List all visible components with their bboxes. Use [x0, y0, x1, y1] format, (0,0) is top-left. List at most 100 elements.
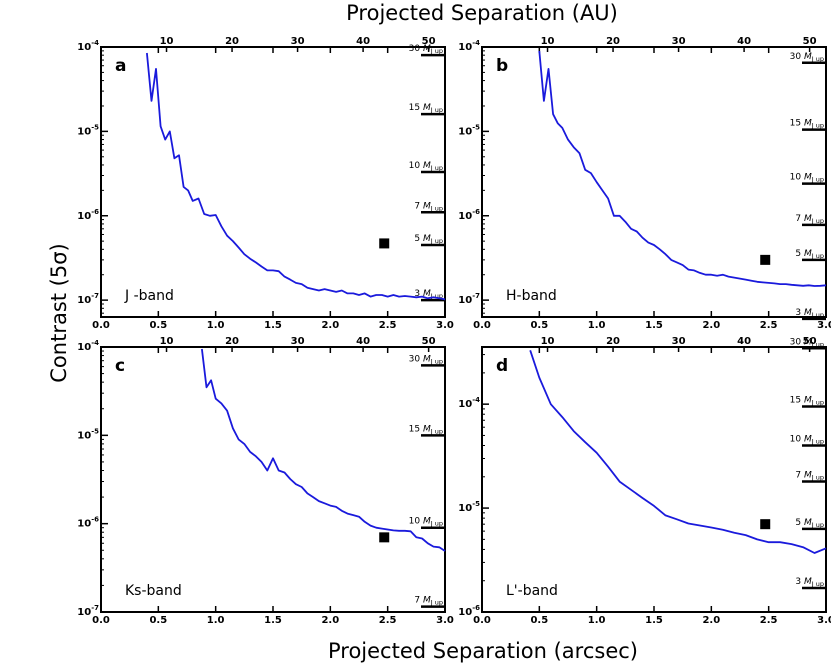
- mass-subscript: J up: [811, 252, 824, 260]
- y-tick-label: 10-4: [458, 396, 480, 410]
- x-tick-label: 1.0: [588, 320, 606, 331]
- mass-subscript: J up: [430, 357, 443, 365]
- y-tick-exponent: -7: [472, 292, 480, 300]
- top-tick-label: 40: [356, 336, 370, 347]
- top-tick-label: 50: [422, 336, 436, 347]
- panel-letter: b: [496, 56, 508, 76]
- mass-symbol: M: [804, 395, 812, 405]
- mass-label-7: 7 MJ up: [414, 596, 443, 607]
- contrast-curve: [529, 350, 827, 554]
- x-tick-label: 0.0: [473, 320, 491, 331]
- mass-symbol: M: [804, 435, 812, 445]
- contrast-curve: [538, 50, 827, 287]
- y-tick-exponent: -6: [472, 208, 480, 216]
- mass-subscript: J up: [811, 311, 824, 319]
- x-tick-label: 1.0: [207, 320, 225, 331]
- x-tick-label: 1.5: [264, 615, 282, 626]
- mass-label-7: 7 MJ up: [414, 201, 443, 212]
- plot-frame: [481, 46, 827, 318]
- mass-symbol: M: [423, 517, 431, 527]
- x-tick-label: 0.0: [92, 615, 110, 626]
- panel-letter: c: [115, 356, 125, 376]
- mass-symbol: M: [804, 308, 812, 318]
- mass-symbol: M: [423, 354, 431, 364]
- mass-subscript: J up: [430, 599, 443, 607]
- x-tick-label: 2.0: [321, 615, 339, 626]
- y-tick-label: 10-4: [77, 39, 99, 53]
- mass-subscript: J up: [430, 204, 443, 212]
- mass-label-5: 5 MJ up: [414, 234, 443, 245]
- mass-subscript: J up: [430, 292, 443, 300]
- mass-label-15: 15 MJ up: [790, 395, 824, 406]
- mass-subscript: J up: [430, 47, 443, 55]
- mass-symbol: M: [423, 596, 431, 606]
- y-tick-label: 10-5: [77, 427, 99, 441]
- y-tick-exponent: -6: [91, 516, 99, 524]
- x-tick-label: 1.0: [588, 615, 606, 626]
- mass-label-10: 10 MJ up: [790, 435, 824, 446]
- top-tick-label: 10: [160, 36, 174, 47]
- mass-label-10: 10 MJ up: [409, 517, 443, 528]
- plot-frame: [481, 346, 827, 613]
- mass-symbol: M: [423, 44, 431, 54]
- top-axis-title: Projected Separation (AU): [346, 1, 618, 25]
- contrast-curve: [201, 348, 446, 552]
- top-tick-label: 50: [422, 36, 436, 47]
- y-axis-title: Contrast (5σ): [47, 243, 71, 382]
- top-tick-label: 20: [225, 336, 239, 347]
- mass-label-5: 5 MJ up: [795, 249, 824, 260]
- y-tick-exponent: -6: [472, 604, 480, 612]
- companion-marker: [379, 532, 390, 543]
- mass-label-30: 30 MJ up: [790, 52, 824, 63]
- y-tick-label: 10-6: [458, 208, 480, 222]
- mass-label-10: 10 MJ up: [409, 161, 443, 172]
- band-label: L'-band: [506, 583, 558, 599]
- top-tick-label: 40: [356, 36, 370, 47]
- x-tick-label: 1.5: [645, 615, 663, 626]
- mass-symbol: M: [804, 518, 812, 528]
- x-tick-label: 3.0: [436, 320, 454, 331]
- mass-symbol: M: [804, 337, 812, 347]
- x-tick-label: 0.5: [149, 615, 167, 626]
- panel-d: 0.00.51.01.52.02.53.0102030405010-610-51…: [458, 336, 831, 626]
- y-tick-exponent: -4: [91, 339, 99, 347]
- y-tick-exponent: -5: [472, 123, 480, 131]
- mass-subscript: J up: [430, 106, 443, 114]
- mass-symbol: M: [804, 52, 812, 62]
- mass-subscript: J up: [811, 474, 824, 482]
- mass-subscript: J up: [811, 521, 824, 529]
- x-tick-label: 0.0: [92, 320, 110, 331]
- y-tick-label: 10-7: [77, 292, 99, 306]
- mass-symbol: M: [423, 289, 431, 299]
- y-tick-label: 10-4: [458, 39, 480, 53]
- x-tick-label: 1.0: [207, 615, 225, 626]
- top-tick-label: 30: [291, 36, 305, 47]
- y-tick-label: 10-5: [458, 123, 480, 137]
- panel-letter: a: [115, 56, 126, 76]
- mass-label-7: 7 MJ up: [795, 471, 824, 482]
- y-tick-label: 10-4: [77, 339, 99, 353]
- top-tick-label: 20: [606, 36, 620, 47]
- top-tick-label: 30: [291, 336, 305, 347]
- mass-subscript: J up: [430, 237, 443, 245]
- y-tick-label: 10-6: [77, 516, 99, 530]
- mass-label-5: 5 MJ up: [795, 518, 824, 529]
- mass-subscript: J up: [430, 520, 443, 528]
- mass-subscript: J up: [430, 427, 443, 435]
- plot-frame: [100, 346, 446, 613]
- mass-symbol: M: [423, 234, 431, 244]
- top-tick-label: 40: [737, 336, 751, 347]
- y-tick-exponent: -5: [472, 500, 480, 508]
- mass-label-15: 15 MJ up: [409, 424, 443, 435]
- mass-subscript: J up: [811, 340, 824, 348]
- y-tick-exponent: -7: [91, 292, 99, 300]
- mass-label-30: 30 MJ up: [409, 44, 443, 55]
- mass-subscript: J up: [811, 580, 824, 588]
- companion-marker: [760, 254, 771, 265]
- x-tick-label: 2.5: [379, 615, 397, 626]
- panel-letter: d: [496, 356, 508, 376]
- mass-symbol: M: [804, 119, 812, 129]
- mass-symbol: M: [804, 173, 812, 183]
- mass-label-7: 7 MJ up: [795, 214, 824, 225]
- top-tick-label: 40: [737, 36, 751, 47]
